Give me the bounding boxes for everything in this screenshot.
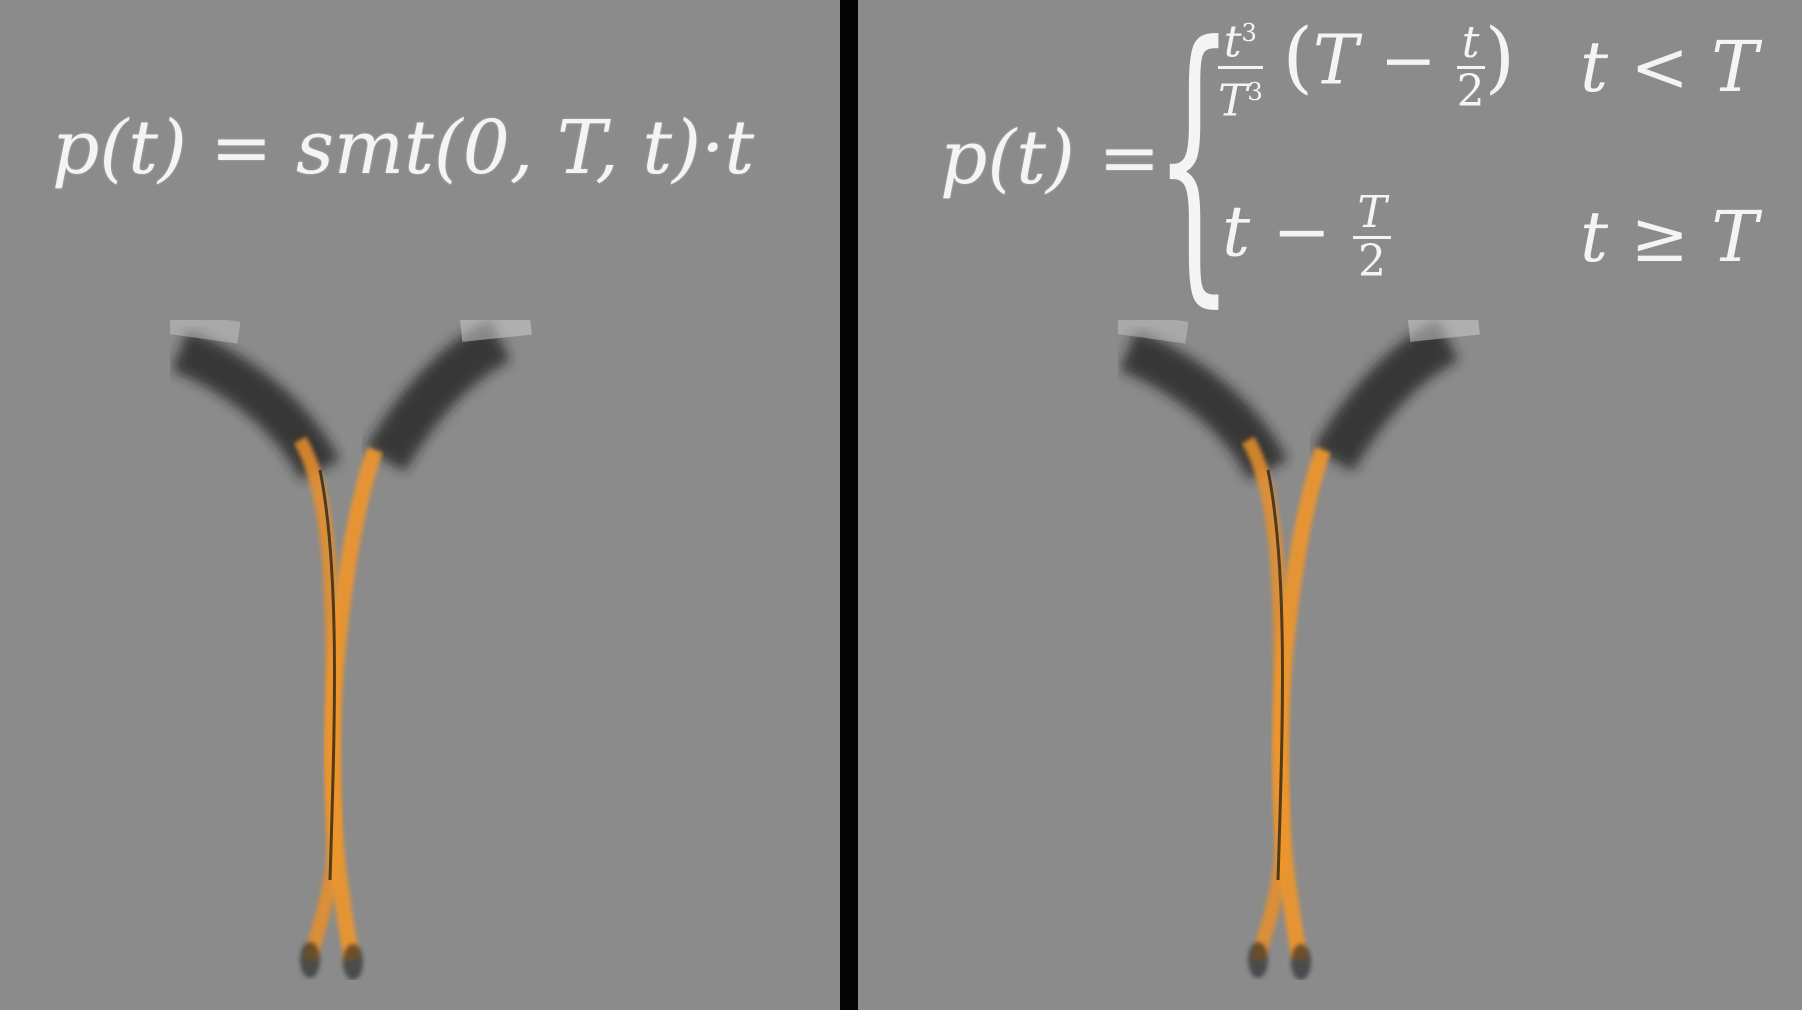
trail-right-arm-end: [1408, 320, 1480, 342]
equation-lhs: p(t): [52, 105, 187, 191]
case2-frac-num: T: [1353, 190, 1391, 239]
equation-equals: =: [1098, 115, 1161, 201]
motion-trail-graphic-left: [170, 320, 532, 980]
strand-center-line: [318, 469, 336, 881]
foot-right: [1291, 944, 1311, 980]
case1-denominator: T3: [1218, 75, 1263, 127]
case2-fraction: T 2: [1353, 190, 1391, 287]
foot-right: [343, 944, 363, 980]
strand-center-line: [1266, 469, 1284, 881]
case1-inner-num: t: [1456, 19, 1485, 69]
case2-frac-den: 2: [1357, 236, 1386, 287]
case1-paren-T: T −: [1312, 21, 1437, 101]
panel-divider: [840, 0, 858, 1010]
case1-paren-close: ): [1484, 12, 1516, 103]
equation-rhs: smt(0, T, t)·t: [295, 105, 755, 191]
cases-brace: {: [1154, 0, 1235, 332]
strand-right-orange: [1271, 447, 1331, 962]
trail-right-arm-dark: [365, 320, 511, 472]
case1-inner-den: 2: [1456, 65, 1485, 117]
motion-trail-graphic-right: [1118, 320, 1480, 980]
right-panel: p(t) = { t3 T3 (T − t 2 ) t < T t − T 2 …: [858, 0, 1802, 1010]
case1-numerator: t3: [1218, 10, 1263, 69]
left-equation: p(t) = smt(0, T, t)·t: [52, 108, 754, 188]
strand-right-orange: [323, 447, 383, 962]
foot-left: [1248, 942, 1268, 978]
left-panel: p(t) = smt(0, T, t)·t: [0, 0, 840, 1010]
case2-expr-t: t −: [1222, 190, 1332, 273]
trail-right-arm-dark: [1313, 320, 1459, 472]
case1-paren-open: (: [1282, 12, 1313, 103]
case1-inner-fraction: t 2: [1456, 19, 1485, 117]
trail-left-arm-end: [1118, 320, 1189, 344]
case2-expression: t − T 2: [1222, 190, 1391, 285]
right-equation-lhs: p(t) =: [940, 118, 1160, 198]
equation-equals: =: [210, 105, 273, 191]
trail-right-arm-end: [460, 320, 532, 342]
case2-condition: t ≥ T: [1580, 196, 1758, 278]
foot-left: [300, 942, 320, 978]
equation-lhs: p(t): [940, 115, 1075, 201]
case1-fraction: t3 T3: [1218, 10, 1263, 124]
case1-expression: t3 T3 (T − t 2 ): [1218, 10, 1515, 124]
trail-left-arm-end: [170, 320, 241, 344]
case1-condition: t < T: [1580, 26, 1758, 108]
